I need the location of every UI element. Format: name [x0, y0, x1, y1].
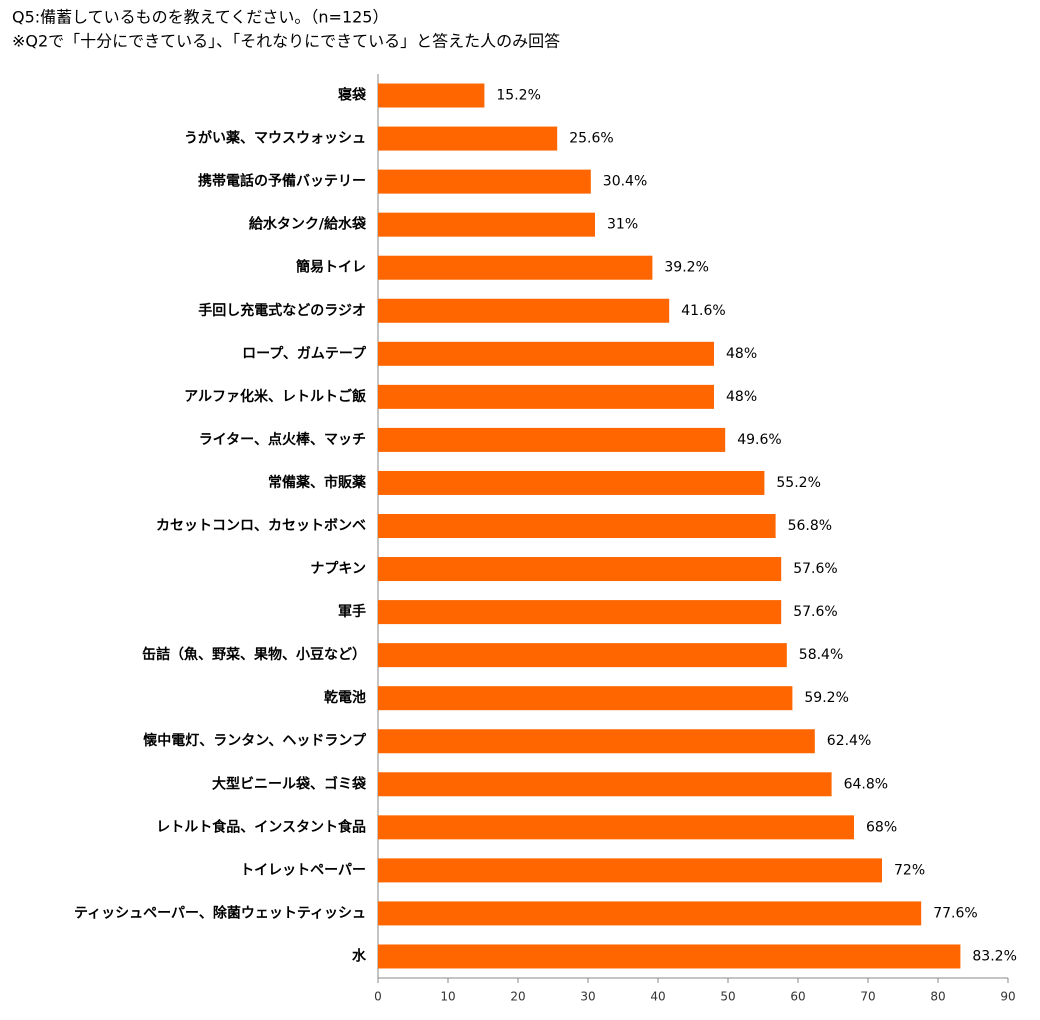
value-label: 41.6% [681, 303, 725, 319]
x-tick-label: 60 [790, 990, 805, 1004]
y-tick-label: カセットコンロ、カセットボンベ [156, 518, 366, 534]
x-tick-label: 80 [930, 990, 945, 1004]
bar [378, 600, 782, 625]
value-label: 15.2% [496, 88, 540, 104]
chart-title: Q5:備蓄しているものを教えてください。（n=125） [12, 8, 389, 27]
bar [378, 901, 922, 926]
bar [378, 470, 765, 495]
bar [378, 169, 591, 194]
value-label: 48% [726, 389, 757, 405]
value-label: 68% [866, 819, 897, 835]
value-label: 48% [726, 346, 757, 362]
value-label: 56.8% [788, 518, 832, 534]
bar [378, 944, 961, 969]
y-tick-label: ティッシュペーパー、除菌ウェットティッシュ [74, 904, 366, 921]
value-label: 59.2% [804, 690, 848, 706]
y-tick-label: うがい薬、マウスウォッシュ [184, 130, 366, 147]
value-label: 55.2% [776, 475, 820, 491]
x-tick-label: 10 [440, 990, 455, 1004]
y-tick-label: トイレットペーパー [240, 862, 366, 878]
value-label: 30.4% [603, 174, 647, 190]
y-tick-label: 缶詰（魚、野菜、果物、小豆など） [142, 646, 366, 663]
value-label: 39.2% [664, 260, 708, 276]
bar [378, 729, 815, 754]
value-label: 57.6% [793, 561, 837, 577]
bar [378, 384, 714, 409]
y-tick-label: 大型ビニール袋、ゴミ袋 [212, 775, 367, 792]
y-tick-label: 手回し充電式などのラジオ [198, 302, 366, 319]
y-tick-label: 常備薬、市販薬 [268, 474, 366, 491]
bar [378, 298, 670, 323]
bar [378, 212, 595, 237]
value-label: 58.4% [799, 647, 843, 663]
y-tick-label: ナプキン [310, 561, 366, 577]
value-label: 25.6% [569, 131, 613, 147]
y-tick-label: ライター、点火棒、マッチ [199, 431, 366, 448]
value-label: 77.6% [933, 905, 977, 921]
bar [378, 126, 558, 151]
bar [378, 341, 714, 366]
y-tick-label: 軍手 [338, 603, 366, 620]
bar [378, 255, 653, 280]
value-label: 64.8% [844, 776, 888, 792]
bar [378, 815, 854, 840]
y-tick-label: 給水タンク/給水袋 [249, 216, 367, 233]
value-label: 49.6% [737, 432, 781, 448]
bar [378, 643, 787, 668]
y-tick-label: 携帯電話の予備バッテリー [198, 173, 366, 190]
chart-subtitle: ※Q2で「十分にできている」、「それなりにできている」と答えた人のみ回答 [12, 32, 560, 51]
y-tick-label: ロープ、ガムテープ [242, 346, 367, 362]
value-label: 31% [607, 217, 638, 233]
x-tick-label: 40 [650, 990, 665, 1004]
value-label: 62.4% [827, 733, 871, 749]
bar [378, 427, 726, 452]
x-tick-label: 20 [510, 990, 525, 1004]
x-tick-label: 90 [1000, 990, 1015, 1004]
value-label: 57.6% [793, 604, 837, 620]
y-tick-label: 簡易トイレ [296, 259, 366, 276]
bar [378, 686, 793, 711]
value-label: 83.2% [972, 948, 1016, 964]
y-tick-label: 乾電池 [324, 689, 366, 706]
bar [378, 772, 832, 797]
y-tick-label: レトルト食品、インスタント食品 [156, 818, 366, 835]
value-label: 72% [894, 862, 925, 878]
x-tick-label: 70 [860, 990, 875, 1004]
bar [378, 83, 485, 108]
x-tick-label: 0 [374, 990, 382, 1004]
y-tick-label: 水 [352, 947, 367, 964]
x-tick-label: 50 [720, 990, 735, 1004]
bar [378, 858, 882, 883]
x-tick-label: 30 [580, 990, 595, 1004]
y-tick-label: 懐中電灯、ランタン、ヘッドランプ [143, 732, 367, 749]
y-tick-label: アルファ化米、レトルトご飯 [184, 388, 367, 405]
y-tick-label: 寝袋 [338, 87, 367, 104]
bar [378, 514, 776, 538]
bar [378, 557, 782, 582]
